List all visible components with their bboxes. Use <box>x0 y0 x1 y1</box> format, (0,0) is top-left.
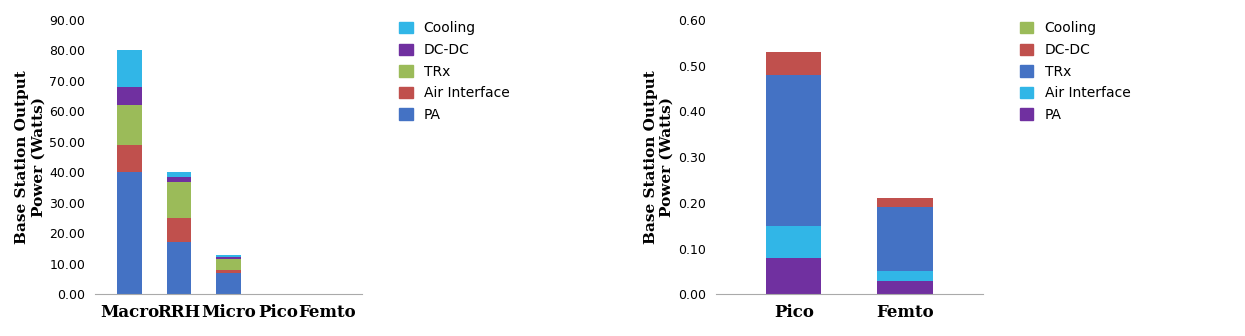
Bar <box>766 226 822 258</box>
Bar <box>217 255 240 257</box>
Bar <box>117 105 142 145</box>
Bar <box>876 281 933 294</box>
Bar <box>876 271 933 281</box>
Bar <box>117 87 142 105</box>
Legend: Cooling, DC-DC, TRx, Air Interface, PA: Cooling, DC-DC, TRx, Air Interface, PA <box>1020 22 1130 122</box>
Bar <box>167 172 192 177</box>
Bar <box>766 52 822 75</box>
Bar <box>876 198 933 207</box>
Bar <box>167 243 192 294</box>
Bar <box>766 75 822 226</box>
Bar <box>217 259 240 270</box>
Y-axis label: Base Station Output
Power (Watts): Base Station Output Power (Watts) <box>644 70 674 244</box>
Bar <box>167 181 192 218</box>
Y-axis label: Base Station Output
Power (Watts): Base Station Output Power (Watts) <box>15 70 45 244</box>
Bar <box>217 270 240 273</box>
Bar <box>217 273 240 294</box>
Legend: Cooling, DC-DC, TRx, Air Interface, PA: Cooling, DC-DC, TRx, Air Interface, PA <box>398 22 509 122</box>
Bar <box>766 258 822 294</box>
Bar <box>117 50 142 87</box>
Bar <box>117 145 142 172</box>
Bar <box>876 207 933 271</box>
Bar <box>167 177 192 181</box>
Bar <box>217 257 240 259</box>
Bar <box>167 218 192 243</box>
Bar <box>117 172 142 294</box>
